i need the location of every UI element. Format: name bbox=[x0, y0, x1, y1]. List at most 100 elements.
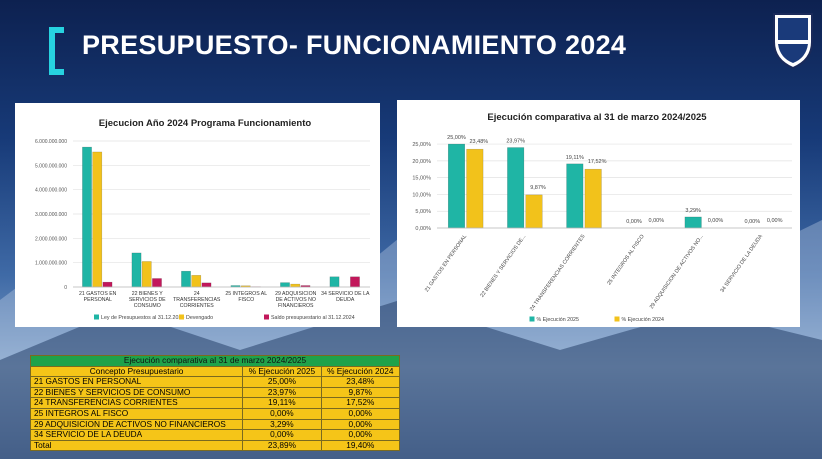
x-tick-label: 25 INTEGROS AL FISCO bbox=[606, 234, 645, 287]
chart-panel: Ejecucion Año 2024 Programa Funcionamien… bbox=[15, 103, 380, 327]
x-tick-label: 34 SERVICIO DE LA DEUDA bbox=[321, 291, 370, 303]
table-cell: Total bbox=[29, 439, 244, 452]
table-title: Ejecución comparativa al 31 de marzo 202… bbox=[30, 355, 400, 367]
data-label: 9,87% bbox=[530, 185, 546, 191]
bar bbox=[447, 143, 465, 229]
x-tick-label: 21 GASTOS EN PERSONAL bbox=[424, 234, 468, 294]
table-cell: 3,29% bbox=[242, 418, 322, 431]
bar bbox=[507, 147, 525, 229]
x-tick-label: 22 BIENES Y SERVICIOS DE CONSUMO bbox=[128, 291, 166, 309]
legend-swatch bbox=[264, 314, 269, 320]
data-label: 0,00% bbox=[708, 218, 724, 224]
y-tick-label: 5,00% bbox=[415, 209, 431, 215]
bar bbox=[131, 252, 142, 288]
data-label: 17,52% bbox=[588, 159, 607, 165]
legend-label: Saldo presupuestario al 31.12.2024 bbox=[271, 315, 355, 321]
x-tick-label: 34 SERVICIO DE LA DEUDA bbox=[720, 233, 765, 293]
bar bbox=[566, 163, 584, 229]
bar bbox=[280, 282, 290, 288]
bar bbox=[92, 151, 103, 288]
y-tick-label: 1.000.000.000 bbox=[35, 261, 67, 267]
x-tick-label-box: 21 GASTOS EN PERSONAL bbox=[79, 291, 117, 303]
table-cell: 24 TRANSFERENCIAS CORRIENTES bbox=[29, 397, 244, 409]
y-tick-label: 25,00% bbox=[412, 142, 431, 148]
bar bbox=[141, 261, 152, 288]
data-label: 25,00% bbox=[447, 135, 466, 141]
chart-title: Ejecucion Año 2024 Programa Funcionamien… bbox=[99, 118, 312, 129]
table-cell: 34 SERVICIO DE LA DEUDA bbox=[29, 429, 244, 441]
table-cell: 19,40% bbox=[320, 439, 401, 452]
bar bbox=[584, 168, 602, 229]
data-label: 3,29% bbox=[685, 208, 701, 214]
header-cell: % Ejecución 2025 bbox=[242, 365, 322, 378]
x-tick-label-box: 25 INTEGROS AL FISCO bbox=[225, 291, 267, 303]
table-cell: 25,00% bbox=[242, 376, 322, 388]
legend-label: Ley de Presupuestos al 31.12.2024 bbox=[101, 315, 184, 321]
table-row: 22 BIENES Y SERVICIOS DE CONSUMO 23,97% 9,… bbox=[29, 386, 401, 399]
data-label: 0,00% bbox=[745, 219, 761, 225]
bar bbox=[201, 282, 212, 288]
table-cell: 23,48% bbox=[320, 376, 401, 388]
table-cell: 0,00% bbox=[320, 418, 401, 431]
legend-label: % Ejecución 2024 bbox=[622, 317, 664, 323]
table-row: Total 23,89% 19,40% bbox=[29, 439, 401, 452]
header-cell: Concepto Presupuestario bbox=[29, 365, 244, 378]
data-label: 0,00% bbox=[767, 218, 783, 224]
header-cell: % Ejecución 2024 bbox=[320, 365, 401, 378]
data-label: 0,00% bbox=[649, 218, 665, 224]
y-tick-label: 0,00% bbox=[415, 226, 431, 232]
x-tick-label-box: 34 SERVICIO DE LA DEUDA bbox=[321, 291, 370, 303]
data-label: 23,97% bbox=[506, 139, 525, 145]
bracket-icon bbox=[49, 27, 64, 75]
y-tick-label: 15,00% bbox=[412, 176, 431, 182]
x-tick-label: 24 TRANSFERENCIAS CORRIENTES bbox=[529, 233, 587, 312]
bar bbox=[290, 283, 301, 288]
data-label: 0,00% bbox=[626, 219, 642, 225]
chart-title: Ejecución comparativa al 31 de marzo 202… bbox=[487, 112, 707, 123]
x-tick-label: 24 TRANSFERENCIAS CORRIENTES bbox=[173, 291, 221, 309]
table-row: 25 INTEGROS AL FISCO 0,00% 0,00% bbox=[29, 407, 401, 420]
bar bbox=[102, 281, 113, 288]
legend-swatch bbox=[179, 314, 184, 320]
bar bbox=[152, 278, 162, 288]
table-cell: 0,00% bbox=[242, 429, 322, 441]
bar bbox=[350, 276, 360, 288]
chart: Ejecucion Año 2024 Programa Funcionamien… bbox=[35, 118, 370, 321]
table-cell: 23,97% bbox=[242, 386, 322, 399]
bar bbox=[82, 146, 92, 288]
table-row: 29 ADQUISICION DE ACTIVOS NO FINANCIEROS… bbox=[29, 418, 401, 431]
chart: Ejecución comparativa al 31 de marzo 202… bbox=[412, 112, 792, 323]
table: Ejecución comparativa al 31 de marzo 202… bbox=[29, 355, 401, 452]
logo bbox=[773, 13, 813, 70]
legend-label: % Ejecución 2025 bbox=[537, 317, 579, 323]
bar bbox=[329, 276, 340, 288]
table-cell: 22 BIENES Y SERVICIOS DE CONSUMO bbox=[29, 386, 244, 399]
y-tick-label: 3.000.000.000 bbox=[35, 212, 67, 218]
chart-panel: Ejecución comparativa al 31 de marzo 202… bbox=[397, 100, 800, 327]
table-cell: 0,00% bbox=[242, 407, 322, 420]
x-tick-label-box: 29 ADQUISICION DE ACTIVOS NO FINANCIEROS bbox=[275, 291, 316, 309]
table-cell: 29 ADQUISICION DE ACTIVOS NO FINANCIEROS bbox=[29, 418, 244, 431]
x-tick-label: 22 BIENES Y SERVICIOS DE... bbox=[479, 234, 527, 299]
slide-title: PRESUPUESTO- FUNCIONAMIENTO 2024 bbox=[82, 30, 627, 60]
bar bbox=[181, 270, 191, 288]
y-tick-label: 6.000.000.000 bbox=[35, 139, 67, 145]
legend-swatch bbox=[94, 314, 99, 320]
legend-label: Devengado bbox=[186, 315, 213, 321]
table-cell: 9,87% bbox=[320, 386, 401, 399]
y-tick-label: 0 bbox=[64, 285, 67, 291]
x-tick-label-box: 22 BIENES Y SERVICIOS DE CONSUMO bbox=[128, 291, 166, 309]
x-tick-label: 29 ADQUISICION DE ACTIVOS NO... bbox=[649, 234, 705, 310]
y-tick-label: 20,00% bbox=[412, 159, 431, 165]
table-cell: 23,89% bbox=[242, 439, 322, 452]
table-row: 21 GASTOS EN PERSONAL 25,00% 23,48% bbox=[29, 376, 401, 388]
y-tick-label: 4.000.000.000 bbox=[35, 188, 67, 194]
data-label: 23,48% bbox=[470, 139, 489, 145]
bar bbox=[684, 216, 702, 229]
table-cell: 19,11% bbox=[242, 397, 322, 409]
y-tick-label: 5.000.000.000 bbox=[35, 163, 67, 169]
x-tick-label: 21 GASTOS EN PERSONAL bbox=[79, 291, 117, 303]
table-cell: 0,00% bbox=[320, 407, 401, 420]
legend-swatch bbox=[529, 316, 535, 322]
